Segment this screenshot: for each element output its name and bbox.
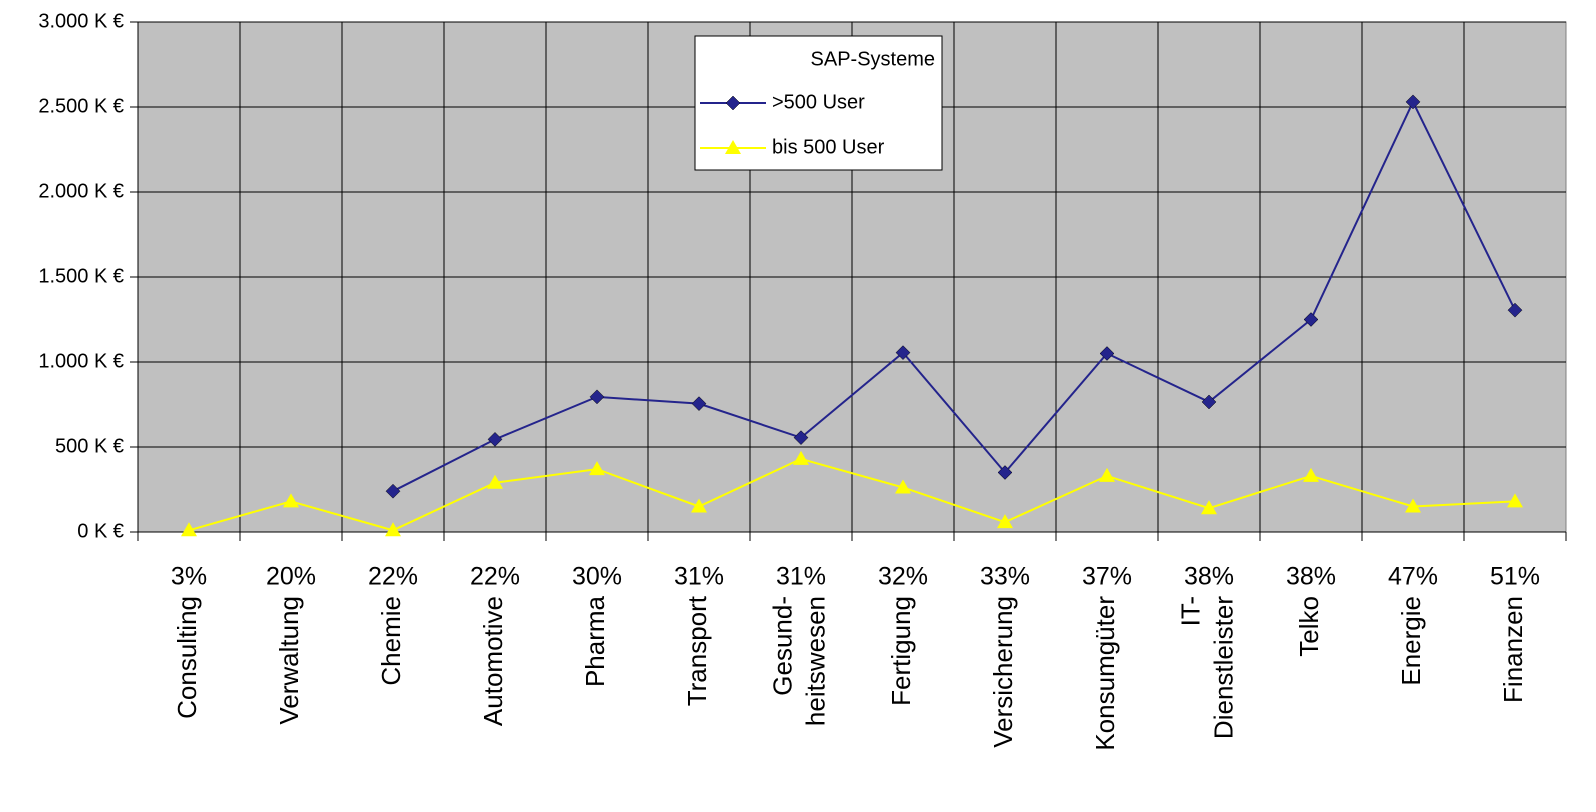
legend-marker (725, 140, 741, 154)
x-tick-label: heitswesen (800, 596, 830, 726)
x-tick-label: Consulting (172, 596, 202, 719)
data-point (283, 493, 299, 508)
x-tick-label: Verwaltung (274, 596, 304, 725)
x-tick-label: Dienstleister (1208, 596, 1238, 739)
data-point (385, 522, 401, 537)
data-point (691, 396, 707, 412)
data-point (1303, 467, 1319, 482)
x-tick-label: Gesund- (767, 596, 797, 696)
x-tick-label: Konsumgüter (1090, 596, 1120, 751)
y-tick-label: 2.000 K € (38, 180, 124, 202)
data-point (1507, 302, 1523, 318)
legend-title: SAP-Systeme (811, 48, 935, 70)
legend-label: bis 500 User (772, 136, 885, 158)
y-tick-label: 2.500 K € (38, 95, 124, 117)
data-point (589, 461, 605, 476)
y-tick-label: 500 K € (55, 435, 124, 457)
share-label: 31% (674, 563, 724, 591)
data-point (1405, 498, 1421, 513)
share-label: 32% (878, 563, 928, 591)
share-label: 51% (1490, 563, 1540, 591)
data-point (895, 345, 911, 361)
share-label: 22% (368, 563, 418, 591)
x-tick-label: Pharma (580, 595, 610, 687)
data-point (589, 389, 605, 405)
series-line (188, 457, 1516, 532)
data-point (997, 465, 1013, 480)
x-tick-label: Telko (1294, 596, 1324, 657)
y-tick-label: 0 K € (77, 520, 124, 542)
data-point (793, 450, 809, 465)
legend-label: >500 User (772, 91, 865, 113)
data-point (487, 431, 503, 447)
share-label: 38% (1184, 563, 1234, 591)
share-label: 47% (1388, 563, 1438, 591)
y-tick-label: 3.000 K € (38, 10, 124, 32)
x-tick-label: Finanzen (1498, 596, 1528, 703)
series-line (392, 99, 1516, 493)
share-label: 22% (470, 563, 520, 591)
data-point (487, 474, 503, 489)
x-tick-label: Fertigung (886, 596, 916, 706)
data-point (1405, 94, 1421, 110)
x-tick-label: Automotive (478, 596, 508, 726)
data-point (1201, 500, 1217, 515)
legend-marker (725, 95, 741, 111)
data-point (181, 522, 197, 537)
x-tick-label: Chemie (376, 596, 406, 686)
y-tick-label: 1.500 K € (38, 265, 124, 287)
y-tick-label: 1.000 K € (38, 350, 124, 372)
share-label: 37% (1082, 563, 1132, 591)
data-point (997, 514, 1013, 529)
data-point (1303, 312, 1319, 327)
share-label: 33% (980, 563, 1030, 591)
x-tick-label: IT- (1175, 596, 1205, 626)
share-label: 38% (1286, 563, 1336, 591)
share-label: 20% (266, 563, 316, 591)
x-tick-label: Versicherung (988, 596, 1018, 748)
data-point (1099, 346, 1115, 361)
data-point (1507, 493, 1523, 508)
data-point (895, 479, 911, 494)
share-label: 30% (572, 563, 622, 591)
data-point (385, 483, 401, 499)
x-tick-label: Transport (682, 595, 712, 706)
data-point (691, 498, 707, 513)
data-point (1099, 467, 1115, 482)
data-point (793, 430, 809, 446)
share-label: 31% (776, 563, 826, 591)
data-point (1201, 394, 1217, 410)
share-label: 3% (171, 563, 207, 591)
x-tick-label: Energie (1396, 596, 1426, 686)
